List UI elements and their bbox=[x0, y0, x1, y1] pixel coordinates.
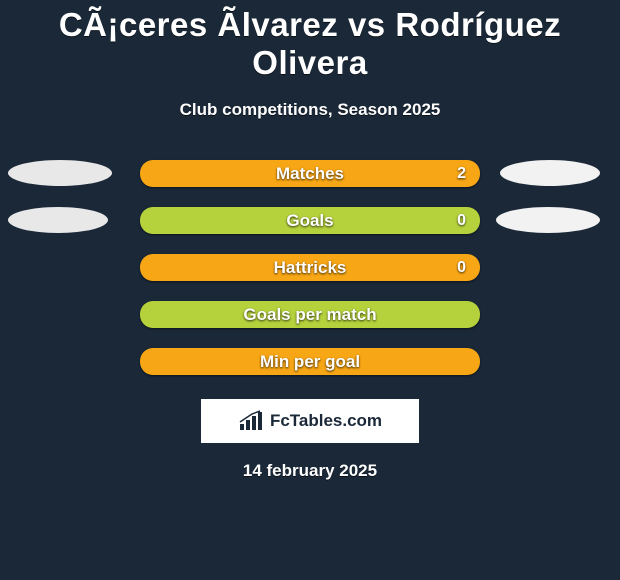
date: 14 february 2025 bbox=[0, 461, 620, 481]
stat-value: 2 bbox=[457, 165, 466, 183]
stat-label: Goals bbox=[286, 211, 333, 231]
stat-bar: Min per goal bbox=[140, 348, 480, 375]
subtitle: Club competitions, Season 2025 bbox=[0, 100, 620, 120]
logo-text: FcTables.com bbox=[270, 411, 382, 431]
stat-label: Goals per match bbox=[243, 305, 376, 325]
stat-row: Hattricks 0 bbox=[0, 254, 620, 281]
stat-rows: Matches 2 Goals 0 Hattricks 0 Goals per match M… bbox=[0, 160, 620, 375]
stat-value: 0 bbox=[457, 259, 466, 277]
chart-icon bbox=[238, 410, 264, 432]
stat-label: Matches bbox=[276, 164, 344, 184]
page-title: CÃ¡ceres Ãlvarez vs Rodríguez Olivera bbox=[0, 0, 620, 82]
logo-box: FcTables.com bbox=[201, 399, 419, 443]
stat-row: Matches 2 bbox=[0, 160, 620, 187]
stat-label: Min per goal bbox=[260, 352, 360, 372]
right-ellipse bbox=[500, 160, 600, 186]
right-ellipse bbox=[496, 207, 600, 233]
stat-bar: Matches 2 bbox=[140, 160, 480, 187]
left-ellipse bbox=[8, 160, 112, 186]
stat-row: Goals per match bbox=[0, 301, 620, 328]
stat-row: Goals 0 bbox=[0, 207, 620, 234]
stat-bar: Hattricks 0 bbox=[140, 254, 480, 281]
stat-bar: Goals 0 bbox=[140, 207, 480, 234]
stat-bar: Goals per match bbox=[140, 301, 480, 328]
stat-row: Min per goal bbox=[0, 348, 620, 375]
stat-value: 0 bbox=[457, 212, 466, 230]
comparison-infographic: CÃ¡ceres Ãlvarez vs Rodríguez Olivera Cl… bbox=[0, 0, 620, 580]
stat-label: Hattricks bbox=[274, 258, 347, 278]
left-ellipse bbox=[8, 207, 108, 233]
